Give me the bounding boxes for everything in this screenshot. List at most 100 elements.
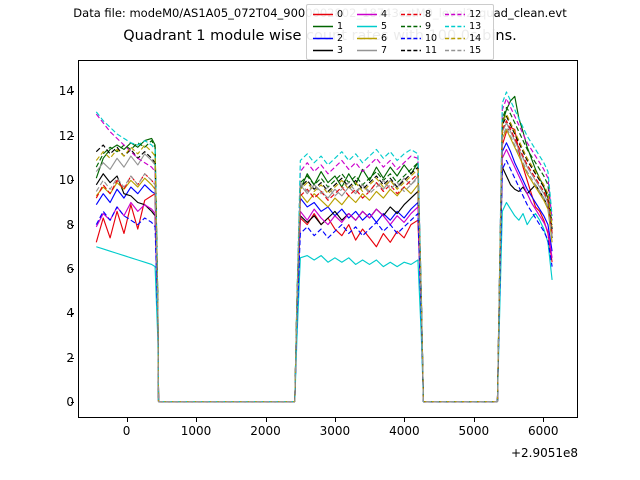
series-line-7 [95,122,553,403]
y-tick-mark [70,402,74,404]
legend-row: 3 7 11 15 [312,44,488,56]
legend-swatch [444,44,469,56]
series-line-8 [95,120,553,403]
series-line-6 [95,128,553,403]
legend-swatch [400,44,425,56]
legend-swatch [356,8,381,20]
x-tick-label: 6000 [527,424,559,438]
y-tick-label: 0 [34,395,74,409]
legend-line-14 [445,37,466,39]
legend-line-0 [313,13,333,15]
legend-line-15 [445,49,466,51]
y-tick-mark [70,357,74,359]
y-tick-label: 8 [34,218,74,232]
legend-swatch [400,8,425,20]
series-line-3 [95,166,553,403]
x-tick-label: 5000 [458,424,490,438]
x-tick-mark [265,418,267,422]
legend-line-4 [357,13,377,15]
y-tick-label: 4 [34,306,74,320]
series-line-13 [95,91,553,403]
y-tick-label: 12 [58,128,74,143]
y-axis-ticks: 0 2 4 6 8 10 12 14 [0,60,74,418]
legend-label: 1 [337,20,344,32]
legend-line-1 [313,25,333,27]
legend-swatch [356,32,381,44]
series-line-9 [95,106,553,403]
x-tick-mark [543,418,545,422]
y-tick-mark [70,180,74,182]
series-line-1 [95,95,553,403]
y-tick-label: 2 [34,351,74,365]
legend-line-9 [401,25,421,27]
x-tick-mark [126,418,128,422]
legend-label: 7 [381,44,388,56]
legend-line-8 [401,13,421,15]
x-tick-mark [196,418,198,422]
legend-label: 10 [425,32,438,44]
legend-line-2 [313,37,333,39]
x-axis-ticks: 0 1000 2000 3000 4000 5000 6000 [78,418,578,448]
legend-line-11 [401,49,421,51]
x-tick-label: 2000 [250,424,281,438]
legend-row: 0 4 8 12 [312,8,488,20]
y-tick-mark [70,91,74,93]
legend-label: 0 [337,8,344,20]
series-line-14 [95,113,553,403]
series-line-11 [95,115,553,403]
x-axis-offset-label: +2.9051e8 [510,446,578,460]
legend-label: 15 [469,44,482,56]
y-tick-label: 14 [58,84,74,99]
legend-table: 0 4 8 12 1 5 9 13 2 6 10 14 3 7 11 15 [312,8,488,56]
x-tick-label: 1000 [180,424,212,438]
legend-line-13 [445,25,466,27]
legend-swatch [312,20,337,32]
legend-line-7 [357,49,377,51]
series-line-4 [95,148,553,403]
legend-line-10 [401,37,421,39]
series-line-15 [95,126,553,403]
legend-label: 8 [425,8,432,20]
x-tick-label: 0 [122,424,131,438]
legend-swatch [444,8,469,20]
legend-label: 12 [469,8,482,20]
y-tick-mark [70,135,74,137]
plot-lines-svg [95,91,553,403]
y-tick-mark [70,313,74,315]
legend-label: 4 [381,8,388,20]
legend-swatch [312,32,337,44]
y-tick-label: 6 [34,262,74,276]
legend-swatch [400,32,425,44]
legend-label: 13 [469,20,482,32]
legend-swatch [444,32,469,44]
y-tick-label: 10 [58,173,74,188]
x-tick-mark [404,418,406,422]
y-tick-mark [70,269,74,271]
legend-swatch [356,44,381,56]
x-tick-label: 3000 [319,424,351,438]
legend-label: 11 [425,44,438,56]
y-tick-mark [70,224,74,226]
legend-label: 14 [469,32,482,44]
legend-line-6 [357,37,377,39]
legend-line-3 [313,49,333,51]
series-line-0 [95,126,553,403]
legend-line-12 [445,13,466,15]
series-line-12 [95,98,553,403]
legend-swatch [356,20,381,32]
plot-axes [78,60,578,418]
legend-label: 9 [425,20,432,32]
legend-swatch [400,20,425,32]
legend: 0 4 8 12 1 5 9 13 2 6 10 14 3 7 11 15 [306,4,495,60]
x-tick-label: 4000 [389,424,420,438]
legend-label: 5 [381,20,388,32]
x-tick-mark [334,418,336,422]
legend-swatch [312,44,337,56]
legend-row: 1 5 9 13 [312,20,488,32]
x-tick-mark [473,418,475,422]
legend-label: 2 [337,32,344,44]
legend-label: 6 [381,32,388,44]
series-line-2 [95,142,553,403]
legend-line-5 [357,25,377,27]
